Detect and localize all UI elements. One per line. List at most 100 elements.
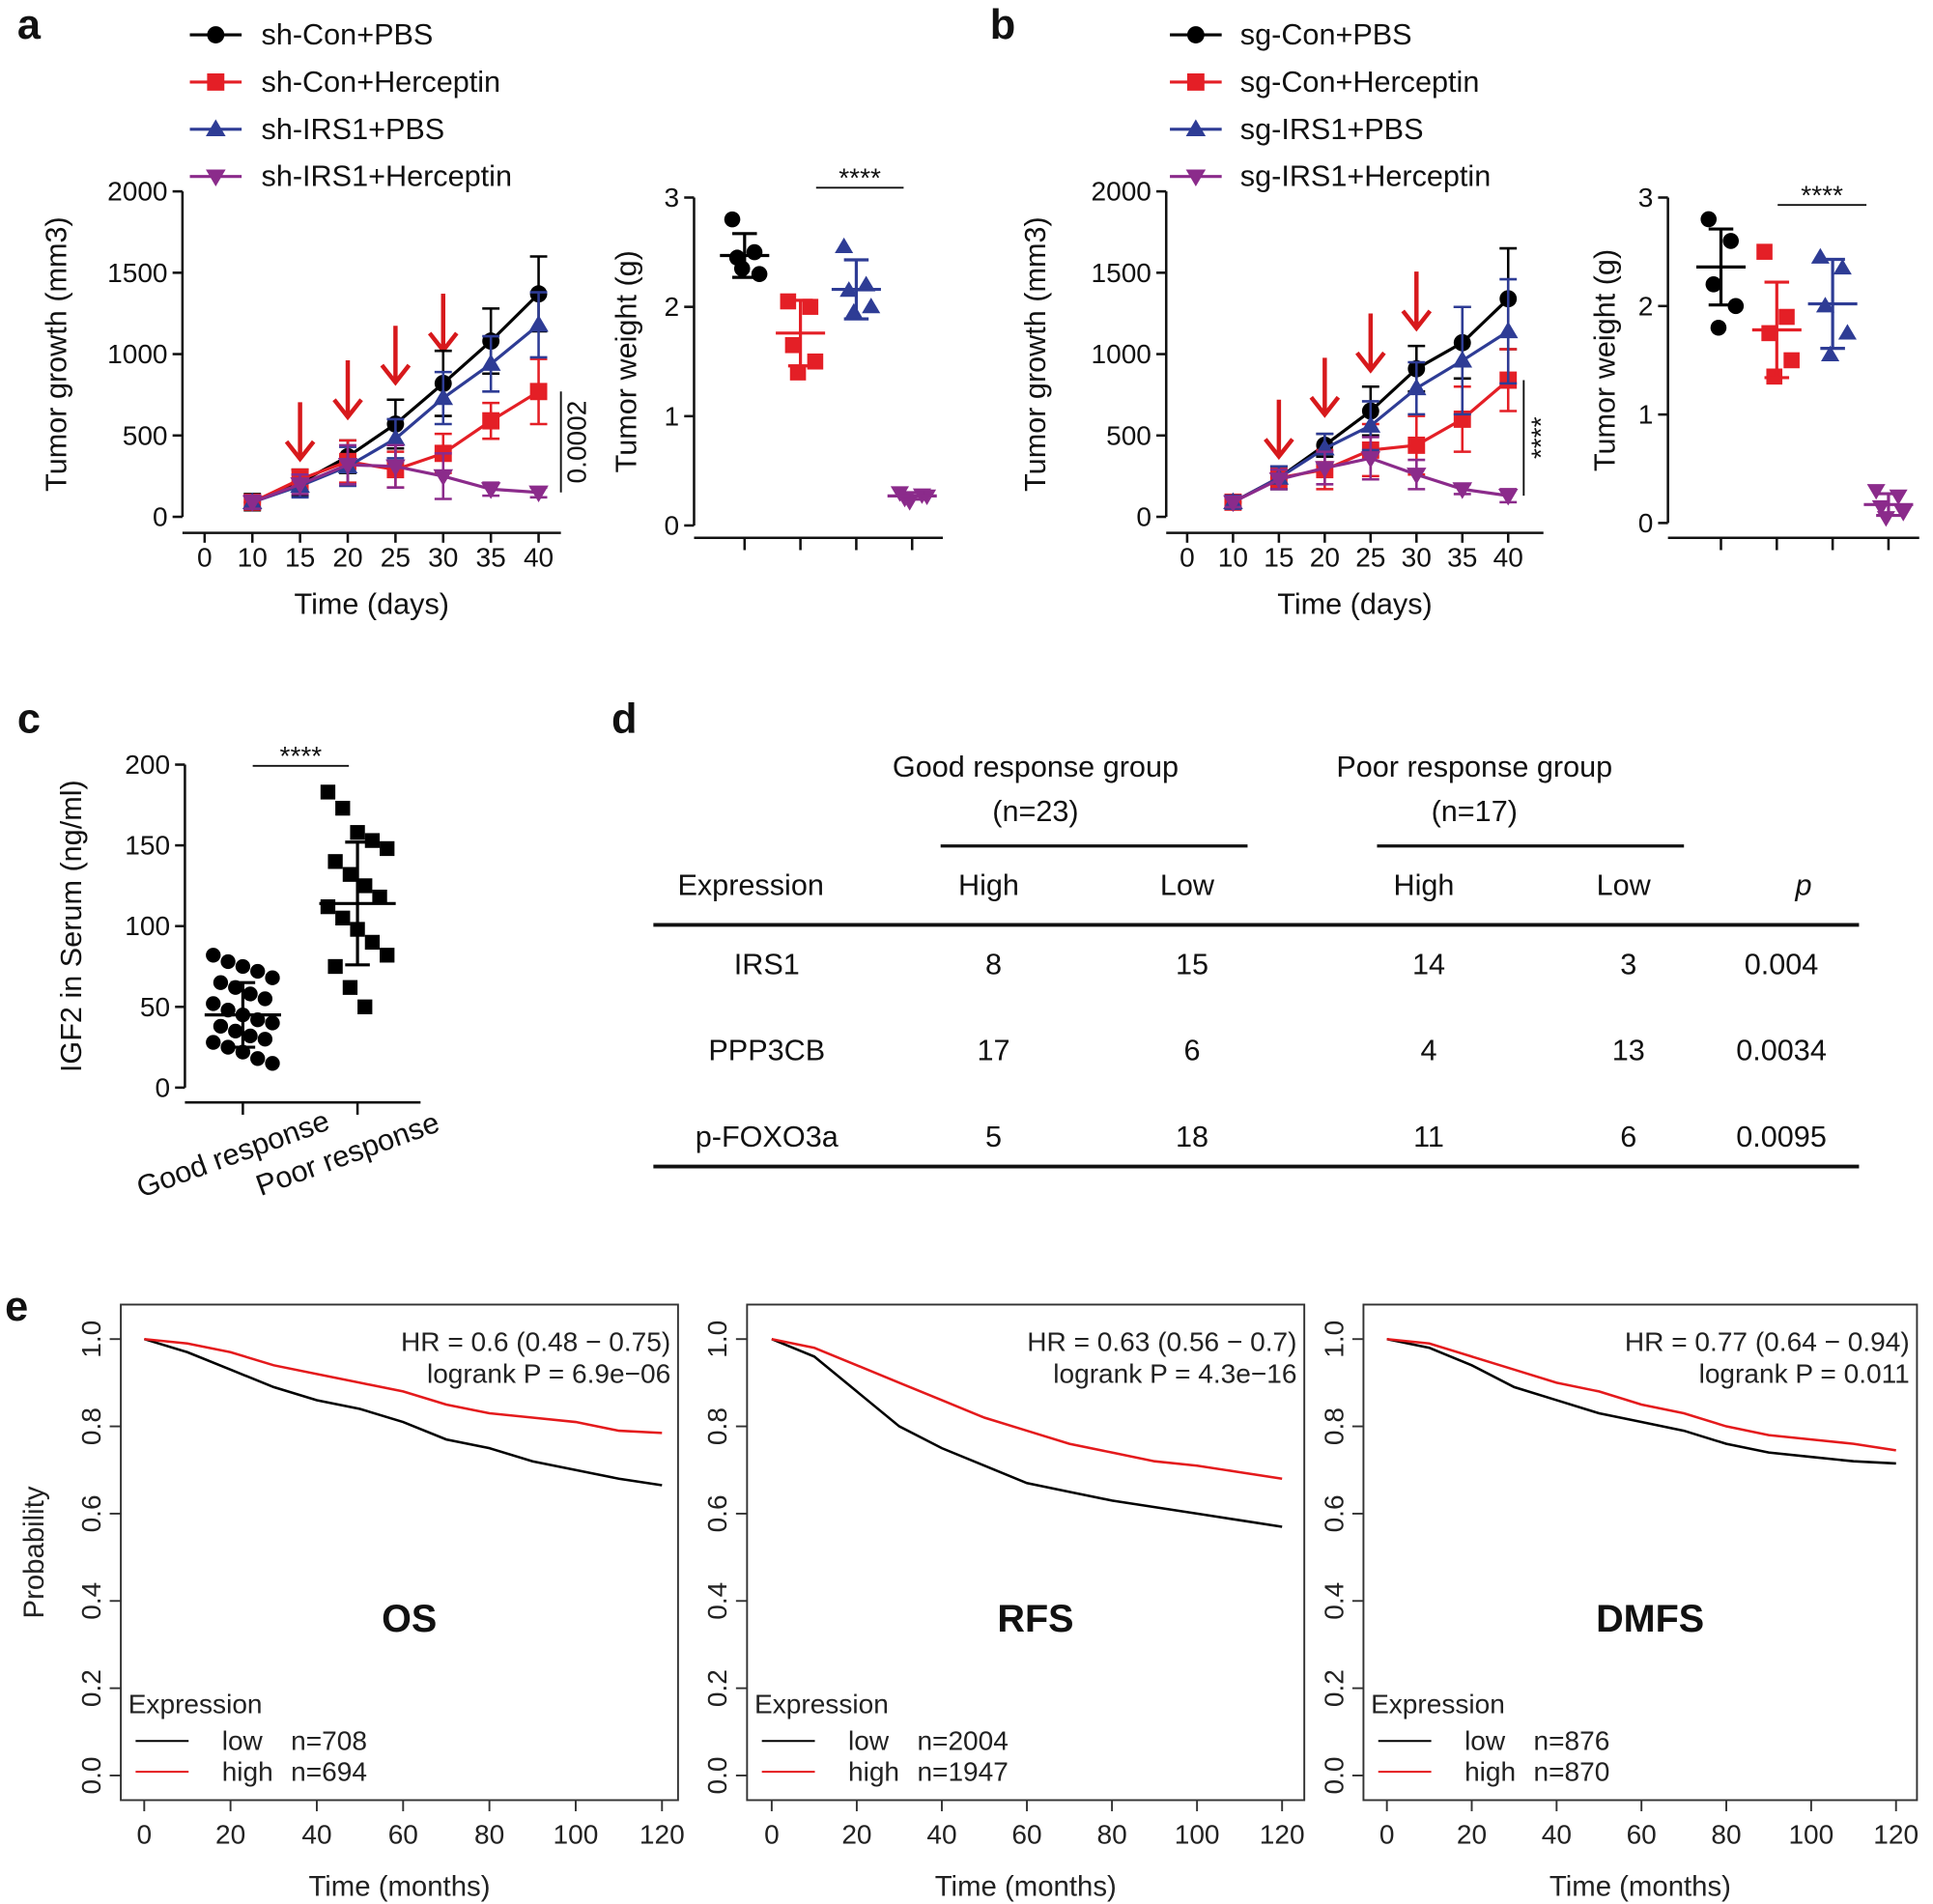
legend-label: sh-IRS1+Herceptin xyxy=(262,160,512,193)
y-tick-label: 0 xyxy=(1638,508,1654,538)
table-cell: 6 xyxy=(1184,1035,1201,1067)
marker xyxy=(1705,276,1722,293)
marker xyxy=(1268,472,1290,490)
x-tick-label: 40 xyxy=(1542,1820,1572,1850)
y-axis-label: Probability xyxy=(18,1486,50,1618)
survival-curve xyxy=(1386,1337,1896,1465)
marker xyxy=(802,298,819,315)
marker xyxy=(784,336,802,354)
marker xyxy=(228,1023,243,1039)
y-tick-label: 50 xyxy=(140,992,170,1022)
x-tick-label: 30 xyxy=(1402,543,1432,573)
sd-bar xyxy=(1820,257,1845,351)
marker xyxy=(1783,352,1800,369)
table-cell: 4 xyxy=(1421,1035,1437,1067)
panel-label: c xyxy=(17,696,41,742)
arrow-head xyxy=(1355,351,1386,374)
x-tick-label: 60 xyxy=(388,1820,418,1850)
y-tick-label: 0 xyxy=(665,510,680,540)
y-tick-label: 1500 xyxy=(1091,258,1151,288)
y-axis-label: Tumor weight (g) xyxy=(610,250,642,472)
marker xyxy=(1452,351,1473,368)
legend-n: n=2004 xyxy=(917,1726,1008,1756)
x-tick-label: 80 xyxy=(1096,1820,1126,1850)
table-cell: 0.0034 xyxy=(1736,1035,1827,1067)
y-axis-label: IGF2 in Serum (ng/ml) xyxy=(55,780,88,1072)
marker xyxy=(1866,484,1886,500)
marker xyxy=(1727,298,1745,315)
y-tick-label: 3 xyxy=(1638,183,1654,213)
marker xyxy=(862,298,881,314)
y-tick-label: 1 xyxy=(665,401,680,431)
y-tick-label: 1000 xyxy=(107,339,167,369)
marker xyxy=(1223,495,1243,513)
survival-curve xyxy=(771,1337,1283,1481)
marker xyxy=(1452,482,1473,499)
arrow-head xyxy=(332,398,363,421)
marker xyxy=(528,314,549,332)
legend-label: low xyxy=(222,1726,264,1756)
marker xyxy=(207,26,225,43)
x-tick-label: 100 xyxy=(1788,1820,1834,1850)
marker xyxy=(1185,169,1207,186)
legend-label: low xyxy=(1464,1726,1506,1756)
survival-curve xyxy=(143,1337,663,1487)
x-tick-label: 20 xyxy=(332,543,362,573)
marker xyxy=(1497,321,1519,339)
group-n: (n=17) xyxy=(1432,795,1518,828)
table-cell: 15 xyxy=(1176,948,1208,980)
marker xyxy=(1497,488,1519,506)
marker xyxy=(480,354,501,371)
x-tick-label: 10 xyxy=(1218,543,1248,573)
y-tick-label: 1.0 xyxy=(1319,1321,1349,1358)
marker xyxy=(357,999,373,1014)
x-axis-label: Time (days) xyxy=(1277,588,1432,621)
x-tick-label: 20 xyxy=(1457,1820,1487,1850)
x-tick-label: 0 xyxy=(1379,1820,1395,1850)
marker xyxy=(372,889,387,905)
endpoint-label: RFS xyxy=(997,1598,1073,1640)
sd-bar xyxy=(345,840,370,967)
arrow-head xyxy=(284,440,316,463)
marker xyxy=(1407,378,1427,396)
y-tick-label: 0 xyxy=(153,502,168,532)
x-tick-label: 0 xyxy=(137,1820,153,1850)
marker xyxy=(1185,119,1207,136)
legend-n: n=870 xyxy=(1534,1757,1610,1787)
column-header: p xyxy=(1794,869,1811,902)
table-cell: 0.004 xyxy=(1745,948,1819,980)
marker xyxy=(335,801,351,816)
marker xyxy=(206,948,221,963)
logrank: logrank P = 0.011 xyxy=(1699,1358,1910,1388)
legend-label: high xyxy=(222,1757,273,1787)
marker xyxy=(337,457,358,475)
x-tick-label: 100 xyxy=(1175,1820,1220,1850)
x-tick-label: 120 xyxy=(1873,1820,1919,1850)
legend-n: n=708 xyxy=(291,1726,367,1756)
x-tick-label: 10 xyxy=(238,543,268,573)
arrow-head xyxy=(1401,309,1433,332)
y-tick-label: 3 xyxy=(665,183,680,213)
marker xyxy=(1700,211,1718,228)
marker xyxy=(207,72,225,91)
marker xyxy=(746,243,763,261)
y-tick-label: 1500 xyxy=(107,258,167,288)
x-tick-label: 40 xyxy=(524,543,554,573)
y-tick-label: 200 xyxy=(125,750,170,780)
annotation: **** xyxy=(280,741,323,771)
table-cell: 11 xyxy=(1413,1121,1444,1153)
y-tick-label: 0.6 xyxy=(702,1494,732,1532)
y-tick-label: 0.2 xyxy=(1319,1669,1349,1707)
marker xyxy=(250,1051,266,1066)
marker xyxy=(327,958,343,975)
marker xyxy=(213,1018,229,1035)
x-tick-label: 35 xyxy=(1447,543,1477,573)
sd-bar xyxy=(787,298,813,368)
table-cell: 6 xyxy=(1620,1121,1636,1153)
marker xyxy=(385,459,406,477)
sd-bar xyxy=(1708,227,1734,307)
y-tick-label: 0.6 xyxy=(76,1494,106,1532)
legend-title: Expression xyxy=(1371,1689,1505,1719)
legend-title: Expression xyxy=(128,1689,263,1719)
